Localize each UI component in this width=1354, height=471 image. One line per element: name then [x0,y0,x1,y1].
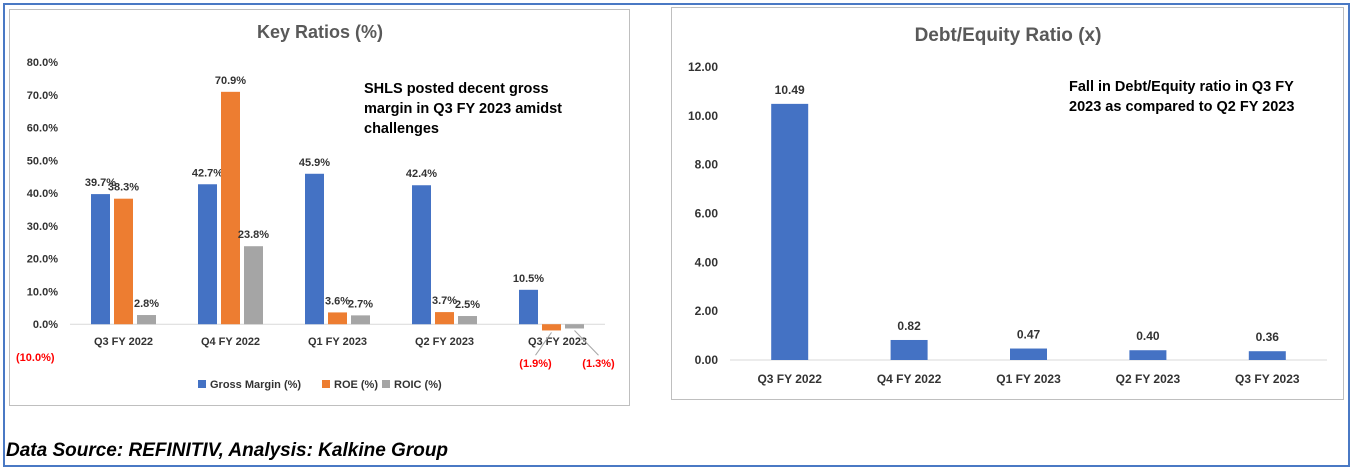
data-label-negative: (1.3%) [582,358,615,370]
data-label: 2.7% [348,298,373,310]
data-label: 39.7% [85,177,116,189]
x-tick-label: Q2 FY 2023 [415,336,474,348]
bar-roic--2 [351,315,370,325]
bar-roe--3 [435,312,454,325]
y-tick-label: 10.00 [688,109,718,123]
y-tick-label: 50.0% [27,155,58,167]
data-label: 0.36 [1256,330,1280,344]
y-tick-label: 0.00 [695,353,719,367]
legend-label: Gross Margin (%) [210,379,301,391]
debt-equity-annotation: Fall in Debt/Equity ratio in Q3 FY 2023 … [1069,79,1295,115]
bar-gross-margin--3 [412,185,431,325]
chart-title: Key Ratios (%) [257,22,383,42]
data-label: 42.7% [192,167,223,179]
data-label-negative: (1.9%) [519,358,552,370]
bar-gross-margin--0 [91,194,110,325]
y-tick-label: 30.0% [27,221,58,233]
x-tick-label: Q1 FY 2023 [308,336,367,348]
x-tick-label: Q3 FY 2023 [1235,372,1300,386]
legend-swatch [198,380,206,388]
debt-equity-svg: Debt/Equity Ratio (x) 0.00 2.00 4.00 6.00 8.0… [688,25,1327,386]
figure-frame [3,3,1350,467]
y-tick-label: 6.00 [695,207,719,221]
bar-debt-equity-0 [771,103,809,360]
bar-roic--3 [458,316,477,325]
x-tick-label: Q4 FY 2022 [201,336,260,348]
data-label: 45.9% [299,157,330,169]
bar-roe--4 [542,324,561,331]
y-tick-label: 4.00 [695,255,719,269]
data-label: 23.8% [238,229,269,241]
bar-roic--0 [137,315,156,325]
x-tick-label: Q4 FY 2022 [877,372,942,386]
y-tick-label: 80.0% [27,57,58,69]
bar-roe--0 [114,198,133,325]
legend-swatch [382,380,390,388]
data-label: 3.6% [325,295,350,307]
y-tick-label: 20.0% [27,254,58,266]
bar-debt-equity-4 [1248,351,1286,360]
data-label: 42.4% [406,168,437,180]
y-tick-label: (10.0%) [16,352,55,364]
data-label: 10.5% [513,273,544,285]
bar-gross-margin--4 [519,289,538,325]
data-label: 0.47 [1017,328,1041,342]
legend-label: ROE (%) [334,379,378,391]
key-ratios-chart: Key Ratios (%) (10.0%) 0.0% 10.0% 20.0% 30.0%… [9,9,630,406]
bar-debt-equity-2 [1010,348,1047,360]
x-tick-label: Q3 FY 2023 [528,336,587,348]
key-ratios-svg: Key Ratios (%) (10.0%) 0.0% 10.0% 20.0% 30.0%… [16,22,615,391]
bar-roe--1 [221,91,240,325]
x-tick-label: Q2 FY 2023 [1116,372,1181,386]
leader-line [574,330,599,356]
data-label: 38.3% [108,182,139,194]
debt-equity-chart: Debt/Equity Ratio (x) 0.00 2.00 4.00 6.00 8.0… [671,7,1344,400]
data-label: 0.40 [1136,329,1160,343]
y-tick-label: 70.0% [27,90,58,102]
bar-debt-equity-1 [890,339,928,360]
y-tick-label: 60.0% [27,123,58,135]
bar-roe--2 [328,312,347,325]
data-label: 2.5% [455,299,480,311]
x-tick-label: Q3 FY 2022 [94,336,153,348]
x-tick-label: Q1 FY 2023 [996,372,1061,386]
data-label: 0.82 [897,319,921,333]
data-source-footer: Data Source: REFINITIV, Analysis: Kalkin… [6,440,449,461]
bar-roic--4 [565,324,584,329]
legend-swatch [322,380,330,388]
data-label: 2.8% [134,298,159,310]
key-ratios-annotation: SHLS posted decent gross margin in Q3 FY… [364,81,562,137]
data-label: 70.9% [215,75,246,87]
x-tick-label: Q3 FY 2022 [757,372,822,386]
bar-gross-margin--1 [198,184,217,325]
leader-line [535,332,552,356]
y-tick-label: 12.00 [688,60,718,74]
bar-roic--1 [244,246,263,325]
data-label: 10.49 [775,83,805,97]
data-label: 3.7% [432,295,457,307]
y-tick-label: 10.0% [27,286,58,298]
bar-gross-margin--2 [305,173,324,325]
y-tick-label: 40.0% [27,188,58,200]
y-tick-label: 0.0% [33,319,58,331]
y-tick-label: 8.00 [695,158,719,172]
y-tick-label: 2.00 [695,304,719,318]
bar-debt-equity-3 [1129,350,1167,360]
legend-label: ROIC (%) [394,379,442,391]
chart-title: Debt/Equity Ratio (x) [915,25,1102,46]
